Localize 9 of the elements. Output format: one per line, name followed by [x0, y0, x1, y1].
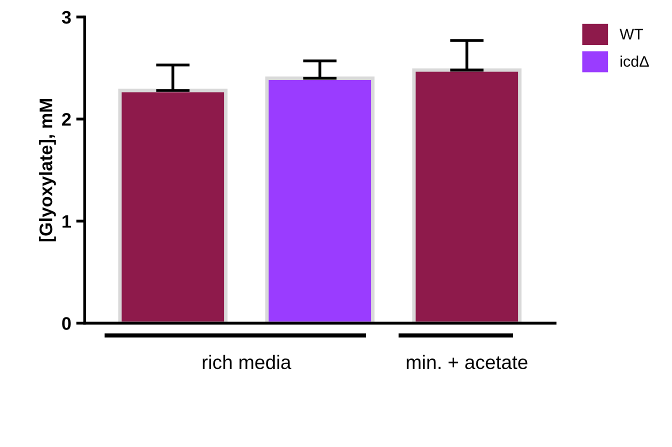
text: rich media	[202, 354, 292, 370]
y-tick-label: 2	[62, 112, 71, 126]
legend-label: icdΔ	[620, 56, 649, 67]
y-tick-label: 0	[62, 317, 71, 330]
y-tick-label: 3	[62, 10, 71, 24]
text: min. + acetate	[406, 354, 528, 370]
y-axis-title: [Glyoxylate], mM	[39, 99, 56, 242]
legend-label: WT	[620, 28, 644, 40]
y-tick-label: 1	[62, 215, 71, 228]
